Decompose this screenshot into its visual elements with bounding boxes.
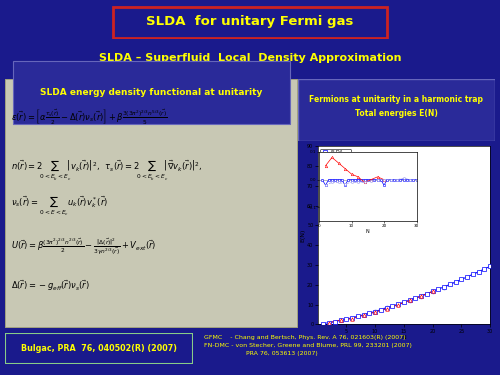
Legend: SLDA, GFMC, FN-DMC: SLDA, GFMC, FN-DMC <box>320 148 351 168</box>
FancyBboxPatch shape <box>113 7 387 38</box>
FN-DMC <box>487 264 493 268</box>
Line: GFMC: GFMC <box>328 290 434 324</box>
SLDA <box>435 287 442 291</box>
SLDA <box>464 275 470 279</box>
GFMC <box>384 306 390 311</box>
SLDA <box>338 318 344 322</box>
FN-DMC <box>476 270 482 274</box>
SLDA <box>470 272 476 277</box>
SLDA <box>349 315 355 320</box>
FN-DMC <box>395 303 401 307</box>
SLDA <box>441 285 447 289</box>
SLDA <box>320 321 326 326</box>
FN-DMC <box>430 290 436 294</box>
GFMC <box>406 298 412 303</box>
FN-DMC <box>406 298 412 303</box>
FN-DMC <box>441 285 447 290</box>
SLDA <box>389 304 395 308</box>
GFMC <box>372 310 378 315</box>
SLDA <box>384 306 390 310</box>
SLDA <box>418 294 424 298</box>
X-axis label: N: N <box>402 335 406 340</box>
SLDA <box>355 314 361 318</box>
SLDA <box>326 320 332 325</box>
SLDA <box>452 280 458 284</box>
FancyBboxPatch shape <box>5 333 192 364</box>
Text: SLDA  for unitary Fermi gas: SLDA for unitary Fermi gas <box>146 15 354 28</box>
Text: $\nu_s(\vec{r}) = \sum_{0<E<E_c} u_k(\vec{r})v_k^*(\vec{r})$: $\nu_s(\vec{r}) = \sum_{0<E<E_c} u_k(\ve… <box>11 195 108 218</box>
FN-DMC <box>326 320 332 325</box>
SLDA <box>378 308 384 312</box>
Text: Bulgac, PRA  76, 040502(R) (2007): Bulgac, PRA 76, 040502(R) (2007) <box>21 344 177 353</box>
FN-DMC <box>372 309 378 313</box>
GFMC <box>430 289 436 294</box>
FN-DMC <box>349 316 355 320</box>
GFMC <box>338 318 344 322</box>
Text: $n(\vec{r}) = 2\!\!\sum_{0<E_k<E_c}\!\!\left|v_k(\vec{r})\right|^2,\;\; \tau_s(\: $n(\vec{r}) = 2\!\!\sum_{0<E_k<E_c}\!\!\… <box>11 159 202 183</box>
Text: $\Delta(\vec{r}) = -g_{eff}(\vec{r})\nu_s(\vec{r})$: $\Delta(\vec{r}) = -g_{eff}(\vec{r})\nu_… <box>11 278 90 293</box>
GFMC <box>360 313 366 317</box>
FN-DMC <box>360 312 366 317</box>
SLDA <box>476 270 482 274</box>
SLDA <box>395 302 401 306</box>
SLDA <box>424 291 430 296</box>
FN-DMC <box>452 280 458 284</box>
X-axis label: N: N <box>366 229 370 234</box>
FN-DMC <box>464 274 470 279</box>
SLDA <box>360 312 366 317</box>
SLDA <box>343 317 349 321</box>
SLDA <box>366 311 372 315</box>
SLDA <box>430 289 436 294</box>
Text: $\varepsilon(\vec{r}) = \left[\alpha\frac{\tau_s(\vec{r})}{2} - \Delta(\vec{r})\: $\varepsilon(\vec{r}) = \left[\alpha\fra… <box>11 107 168 126</box>
FN-DMC <box>418 294 424 299</box>
Line: SLDA: SLDA <box>322 265 492 325</box>
SLDA <box>487 264 493 268</box>
GFMC <box>418 294 424 298</box>
SLDA <box>332 320 338 324</box>
SLDA <box>372 309 378 314</box>
Y-axis label: E(N): E(N) <box>300 229 306 242</box>
FancyBboxPatch shape <box>5 79 298 328</box>
GFMC <box>395 303 401 307</box>
SLDA <box>412 296 418 300</box>
GFMC <box>326 321 332 325</box>
FancyBboxPatch shape <box>298 79 495 141</box>
SLDA <box>481 267 487 272</box>
SLDA <box>406 298 412 302</box>
FN-DMC <box>338 318 344 322</box>
SLDA <box>458 277 464 282</box>
Text: SLDA energy density functional at unitarity: SLDA energy density functional at unitar… <box>40 88 262 97</box>
FN-DMC <box>384 305 390 310</box>
SLDA <box>447 282 453 286</box>
GFMC <box>349 316 355 321</box>
Text: SLDA – Superfluid  Local  Density Approximation: SLDA – Superfluid Local Density Approxim… <box>99 53 401 63</box>
Text: Fermions at unitarity in a harmonic trap
Total energies E(N): Fermions at unitarity in a harmonic trap… <box>309 96 483 118</box>
SLDA <box>401 300 407 304</box>
Line: FN-DMC: FN-DMC <box>328 264 492 324</box>
Text: $U(\vec{r}) = \beta\frac{(3\pi^2)^{2/3}n^{2/3}(\vec{r})}{2} - \frac{\left|\Delta: $U(\vec{r}) = \beta\frac{(3\pi^2)^{2/3}n… <box>11 236 156 256</box>
Text: GFMC    - Chang and Bertsch, Phys. Rev. A 76, 021603(R) (2007)
FN-DMC - von Stec: GFMC - Chang and Bertsch, Phys. Rev. A 7… <box>204 335 412 356</box>
